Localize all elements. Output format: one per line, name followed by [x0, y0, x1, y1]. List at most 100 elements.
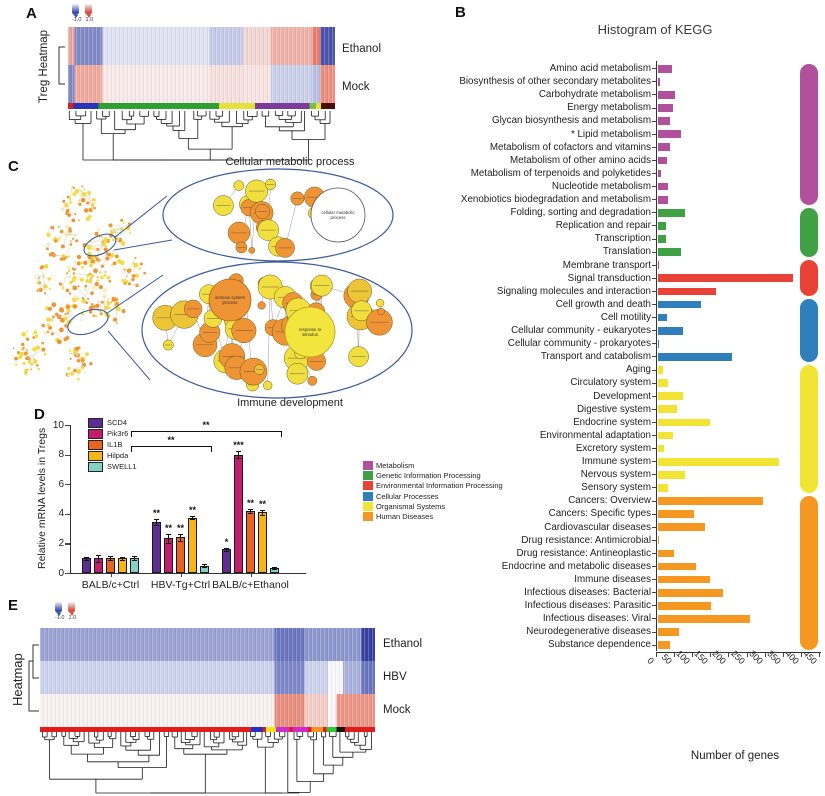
network-node — [108, 239, 111, 242]
kegg-row-label: Nervous system — [580, 469, 651, 481]
mrna-error-line — [192, 515, 193, 520]
network-node — [80, 197, 86, 203]
kegg-row-label: Cellular community - eukaryotes — [511, 325, 651, 336]
network-edge — [62, 273, 68, 287]
kegg-axis-tick — [651, 238, 656, 240]
network-node — [113, 317, 117, 322]
kegg-row-label: Metabolism of cofactors and vitamins — [489, 141, 651, 153]
kegg-bar — [657, 510, 694, 518]
go-node — [263, 380, 273, 391]
kegg-bar — [657, 562, 696, 571]
kegg-axis-tick — [651, 81, 656, 83]
kegg-row-label: Neurodegenerative diseases — [526, 626, 651, 638]
network-node — [59, 257, 63, 261]
mrna-legend-label: Hilpda — [107, 451, 129, 460]
network-edge — [63, 201, 67, 206]
network-node — [47, 228, 54, 235]
kegg-bar — [657, 392, 683, 401]
network-edge — [66, 317, 68, 338]
network-edge — [39, 276, 50, 280]
heatmap-row — [40, 661, 375, 694]
zoom-connector-line — [107, 330, 151, 381]
network-node — [69, 357, 72, 360]
mrna-error-cap — [260, 514, 265, 516]
mrna-error-cap — [108, 555, 113, 557]
network-node — [99, 271, 102, 274]
network-node — [70, 371, 74, 376]
network-node — [14, 356, 18, 361]
kegg-bar — [657, 222, 667, 230]
mrna-error-cap — [84, 556, 89, 558]
kegg-row-label: Drug resistance: Antimicrobial — [521, 534, 651, 546]
kegg-row-label: Energy metabolism — [567, 102, 651, 114]
network-edge — [88, 192, 93, 212]
mrna-ytick-label: 2 — [58, 537, 64, 549]
network-node — [78, 219, 80, 222]
network-node — [96, 276, 99, 279]
network-node — [81, 297, 85, 300]
mrna-error-cap — [190, 519, 195, 521]
kegg-bar — [657, 601, 712, 610]
network-edge — [69, 186, 73, 199]
panel-a-colorscale: -1.0 1.0 — [72, 4, 93, 23]
network-node — [77, 192, 80, 195]
network-node — [120, 218, 124, 222]
kegg-bar — [657, 575, 710, 584]
mrna-error-cap — [272, 569, 277, 570]
network-node — [88, 272, 91, 275]
network-node — [61, 286, 65, 290]
kegg-bar — [657, 588, 723, 597]
network-node — [48, 287, 52, 290]
kegg-row-label: Nucleotide metabolism — [551, 180, 651, 192]
network-edge — [78, 354, 88, 375]
network-edge — [94, 242, 104, 262]
go-node — [257, 301, 266, 310]
network-node — [100, 275, 104, 280]
kegg-bar — [657, 261, 659, 270]
network-node — [94, 231, 99, 236]
network-edge — [84, 245, 105, 246]
mrna-bar — [222, 549, 231, 573]
network-node — [59, 307, 64, 313]
kegg-bar — [657, 313, 667, 322]
mrna-legend: SCD4 Pik3r6 IL1B Hilpda SWELL1 — [88, 417, 137, 472]
network-node — [103, 247, 108, 252]
network-node — [57, 225, 60, 228]
mrna-sig-bracket-label: ** — [202, 419, 210, 430]
mrna-legend-swatch — [88, 461, 103, 472]
mrna-sig-bracket: ** — [130, 420, 282, 437]
mrna-error-cap — [166, 533, 171, 535]
network-node — [80, 261, 83, 265]
network-node — [108, 223, 113, 228]
mrna-category-label: HBV-Tg+Ctrl — [150, 579, 211, 591]
kegg-legend-label: Cellular Processes — [376, 491, 439, 501]
network-node — [69, 281, 72, 285]
network-node — [19, 351, 24, 357]
network-node — [50, 318, 53, 322]
kegg-axis-tick — [651, 631, 656, 633]
network-edge — [90, 260, 100, 266]
mrna-error-line — [98, 554, 99, 562]
kegg-xtick — [656, 652, 657, 657]
kegg-legend-swatch — [363, 481, 373, 491]
heatmap-annotation-strip — [40, 727, 375, 732]
network-node — [111, 298, 116, 302]
kegg-row-label: Aging — [625, 364, 651, 376]
network-edge — [111, 223, 130, 233]
network-edge — [64, 234, 76, 258]
kegg-bar — [657, 457, 779, 466]
heatmap-row — [68, 65, 335, 103]
mrna-ytick — [65, 573, 70, 575]
network-edge — [82, 186, 93, 207]
panel-e-label: E — [8, 597, 19, 614]
mrna-error-cap — [272, 566, 277, 568]
network-node — [43, 331, 48, 335]
kegg-bar — [657, 300, 701, 309]
network-node — [32, 347, 37, 352]
kegg-row-label: Digestive system — [576, 403, 651, 415]
go-node — [307, 375, 318, 386]
network-node — [35, 274, 40, 279]
network-node — [96, 279, 99, 282]
kegg-row-label: Signal transduction — [567, 272, 651, 284]
mrna-ytick-label: 4 — [58, 508, 64, 520]
